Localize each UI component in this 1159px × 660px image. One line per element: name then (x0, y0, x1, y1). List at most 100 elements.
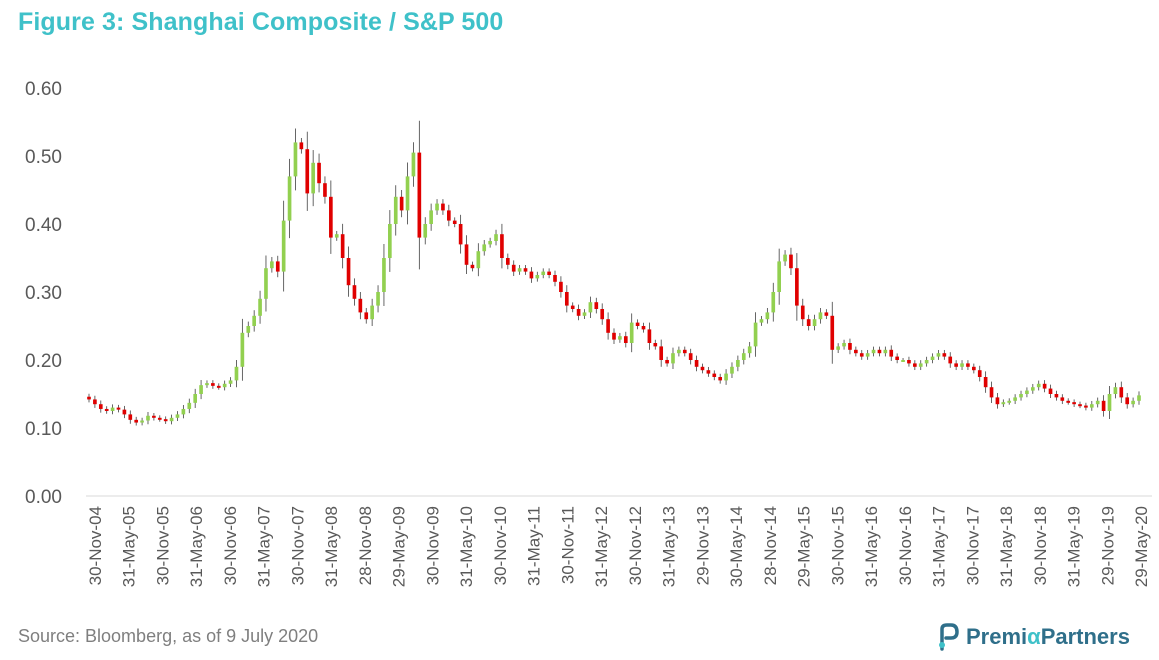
candle-down (93, 399, 97, 405)
candle-up (222, 383, 227, 388)
candle-down (559, 281, 563, 292)
x-tick-label: 31-May-19 (1065, 506, 1084, 587)
x-tick-label: 31-May-13 (660, 506, 679, 587)
candle-up (175, 414, 180, 418)
candle-down (889, 349, 894, 357)
candle-up (205, 383, 209, 386)
candle-down (1054, 394, 1059, 398)
x-tick-label: 30-Nov-06 (221, 506, 240, 585)
candle-up (535, 275, 540, 279)
candle-up (736, 360, 740, 367)
candle-up (960, 363, 964, 367)
candle-up (110, 407, 115, 411)
candle-down (358, 298, 363, 313)
candle-down (329, 196, 333, 238)
candle-up (388, 224, 392, 258)
candle-up (1089, 404, 1094, 408)
candle-up (741, 353, 746, 360)
premia-logo-icon (939, 623, 959, 651)
candle-up (234, 366, 239, 381)
x-tick-label: 29-May-09 (390, 506, 409, 587)
x-tick-label: 31-May-05 (120, 506, 139, 587)
candle-up (618, 336, 622, 340)
candle-up (382, 258, 386, 292)
candle-down (417, 152, 422, 238)
candle-down (570, 305, 575, 309)
candle-up (370, 305, 374, 320)
candle-up (1007, 400, 1012, 403)
source-note: Source: Bloomberg, as of 9 July 2020 (18, 626, 319, 646)
candle-up (842, 343, 846, 347)
candle-up (771, 292, 776, 313)
candle-up (1113, 387, 1118, 394)
x-tick-label: 31-May-06 (187, 506, 206, 587)
candle-up (671, 353, 675, 364)
candle-down (983, 377, 988, 388)
x-tick-label: 31-May-11 (525, 506, 544, 586)
candle-down (1084, 405, 1088, 408)
candle-down (682, 349, 687, 354)
logo-text-premi: Premi (966, 624, 1028, 649)
candle-up (287, 176, 292, 221)
candle-down (700, 366, 705, 371)
candle-up (936, 353, 941, 357)
candle-down (211, 383, 215, 386)
candle-up (494, 234, 498, 241)
candle-up (1131, 400, 1135, 405)
candle-down (623, 336, 628, 343)
candle-down (972, 366, 976, 371)
candle-up (181, 408, 186, 415)
candle-up (1013, 397, 1017, 401)
chart-title: Figure 3: Shanghai Composite / S&P 500 (18, 8, 504, 36)
candle-up (1107, 394, 1112, 411)
candle-down (795, 268, 799, 306)
x-tick-label: 30-Nov-17 (963, 506, 982, 585)
x-tick-label: 29-May-15 (795, 506, 814, 587)
candle-up (270, 261, 274, 269)
candle-up (423, 224, 428, 238)
candle-up (140, 420, 144, 423)
x-tick-label: 30-Nov-05 (153, 506, 172, 585)
x-tick-label: 30-Nov-10 (491, 506, 510, 585)
candle-down (134, 419, 139, 423)
candle-up (405, 176, 410, 211)
candle-up (924, 360, 929, 364)
candle-down (1060, 397, 1065, 401)
candle-down (665, 360, 669, 364)
candle-up (199, 385, 203, 394)
candle-down (500, 234, 504, 258)
candle-down (641, 326, 646, 330)
candle-down (800, 305, 805, 320)
candle-down (116, 407, 121, 410)
candle-down (553, 275, 557, 282)
candle-down (216, 385, 221, 388)
candle-up (187, 402, 192, 409)
candle-down (824, 312, 829, 316)
candle-down (452, 220, 457, 224)
candle-up (865, 353, 870, 357)
candle-down (346, 258, 351, 286)
candle-down (1125, 397, 1130, 405)
x-tick-label: 31-May-12 (592, 506, 611, 587)
x-tick-label: 30-Nov-07 (288, 506, 307, 585)
y-tick-label: 0.50 (25, 147, 62, 168)
y-tick-label: 0.20 (25, 351, 62, 372)
x-tick-label: 28-Nov-14 (761, 506, 780, 585)
candle-down (299, 142, 304, 150)
candle-up (228, 380, 233, 384)
candle-down (694, 360, 699, 367)
x-tick-label: 30-Nov-12 (626, 506, 645, 585)
candle-up (582, 312, 587, 316)
candle-down (977, 370, 982, 377)
candle-up (376, 292, 380, 306)
candle-up (812, 319, 817, 326)
candle-up (677, 349, 681, 354)
candle-down (323, 183, 327, 197)
candle-down (464, 244, 469, 265)
candle-up (1095, 400, 1100, 405)
candle-up (629, 322, 634, 343)
candle-down (854, 349, 858, 354)
candle-down (352, 285, 357, 299)
candle-down (470, 264, 475, 269)
candle-up (488, 241, 492, 245)
